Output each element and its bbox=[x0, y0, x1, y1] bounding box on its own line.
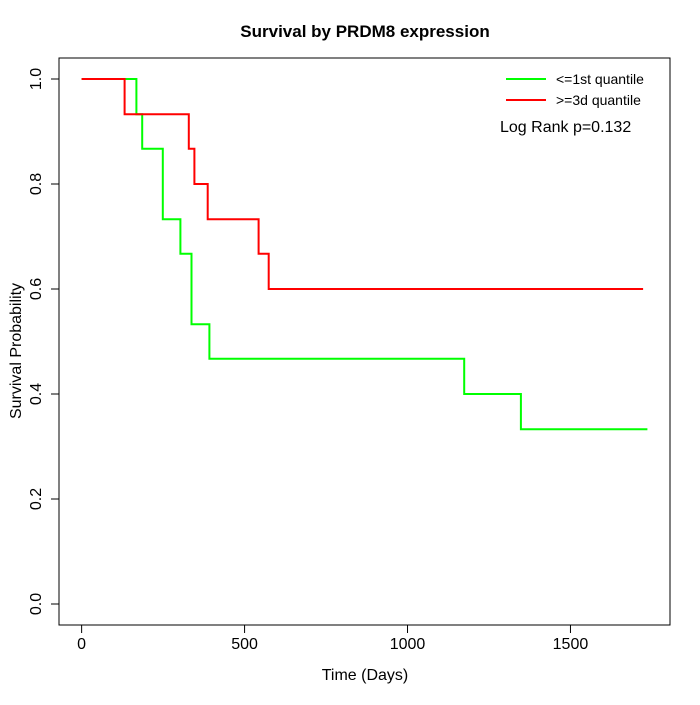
y-tick-label: 0.2 bbox=[28, 488, 45, 510]
y-tick-label: 0.6 bbox=[28, 278, 45, 300]
legend: <=1st quantile >=3d quantile Log Rank p=… bbox=[500, 71, 644, 136]
y-tick-label: 0.0 bbox=[28, 593, 45, 615]
x-tick-label: 500 bbox=[231, 636, 258, 653]
chart-title: Survival by PRDM8 expression bbox=[240, 22, 489, 41]
y-tick-label: 0.8 bbox=[28, 173, 45, 195]
plot-border bbox=[58, 57, 671, 626]
x-tick-label: 1000 bbox=[390, 636, 426, 653]
km-curves bbox=[81, 78, 648, 431]
y-axis-ticks: 0.0 0.2 0.4 0.6 0.8 1.0 bbox=[28, 68, 59, 615]
x-axis-label: Time (Days) bbox=[322, 667, 409, 684]
log-rank-annotation: Log Rank p=0.132 bbox=[500, 119, 631, 136]
x-axis-ticks: 0 500 1000 1500 bbox=[77, 625, 588, 653]
legend-label-green: <=1st quantile bbox=[556, 71, 644, 87]
x-tick-label: 0 bbox=[77, 636, 86, 653]
km-curve-1 bbox=[81, 78, 644, 290]
x-tick-label: 1500 bbox=[553, 636, 589, 653]
y-tick-label: 0.4 bbox=[28, 383, 45, 405]
y-axis-label: Survival Probability bbox=[8, 283, 25, 419]
y-tick-label: 1.0 bbox=[28, 68, 45, 90]
legend-label-red: >=3d quantile bbox=[556, 92, 641, 108]
